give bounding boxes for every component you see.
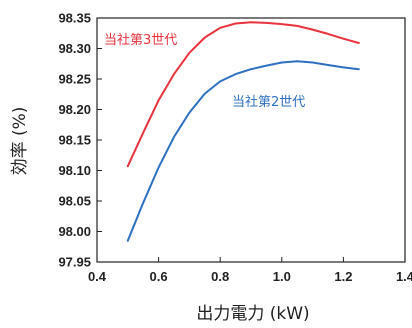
series-line-1 — [126, 60, 360, 242]
x-axis-ticks: 0.4 0.6 0.8 1.0 1.2 1.4 — [88, 257, 412, 284]
x-tick-label: 1.0 — [273, 269, 291, 284]
y-tick-label: 98.25 — [58, 72, 91, 87]
x-axis-title: 出力電力 (kW) — [196, 304, 309, 324]
y-axis-ticks: 97.95 98.00 98.05 98.10 98.15 98.20 98.25 98.30… — [58, 11, 102, 270]
x-tick-label: 0.8 — [211, 269, 229, 284]
y-tick-label: 98.30 — [58, 41, 91, 56]
x-tick-label: 0.6 — [150, 269, 168, 284]
y-tick-label: 98.15 — [58, 133, 91, 148]
y-tick-label: 98.10 — [58, 163, 91, 178]
y-tick-label: 97.95 — [58, 255, 91, 270]
y-tick-label: 98.00 — [58, 224, 91, 239]
y-tick-label: 98.35 — [58, 11, 91, 26]
x-tick-label: 1.2 — [334, 269, 352, 284]
x-tick-label: 0.4 — [88, 269, 107, 284]
x-tick-label: 1.4 — [396, 269, 412, 284]
series-label-0: 当社第3世代 — [104, 32, 177, 48]
series-line-0 — [126, 21, 360, 168]
plot-area — [96, 17, 406, 263]
series-label-1: 当社第2世代 — [232, 94, 305, 110]
plot-frame — [96, 17, 406, 263]
y-tick-label: 98.05 — [58, 194, 91, 209]
y-axis-title: 効率 (%) — [10, 107, 30, 176]
y-tick-label: 98.20 — [58, 102, 91, 117]
